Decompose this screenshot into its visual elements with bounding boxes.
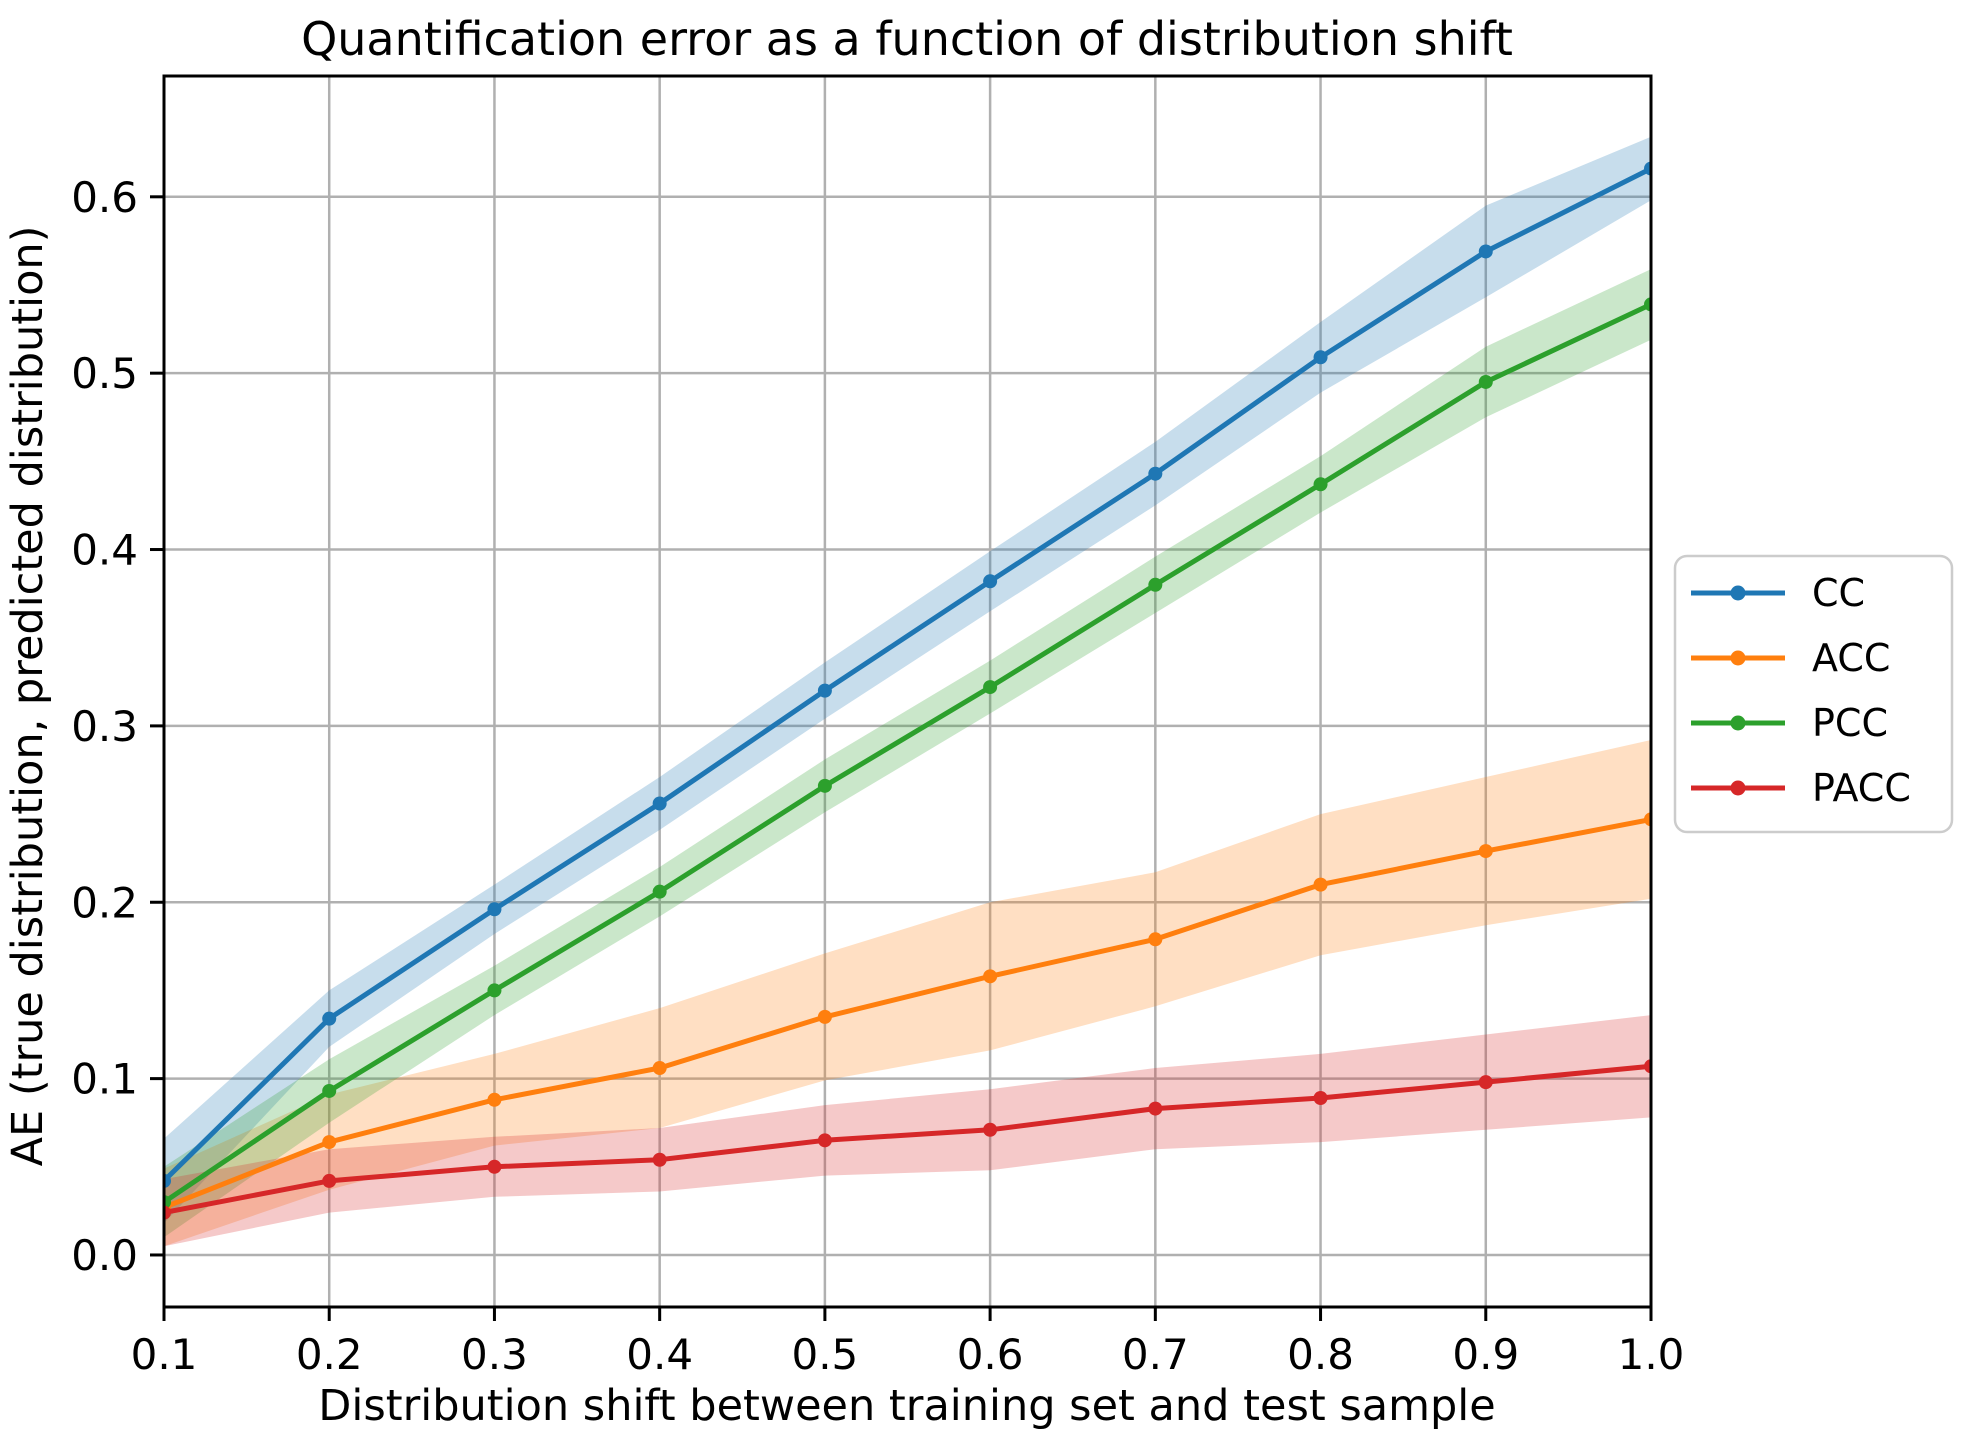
series-line-ACC [164, 816, 1651, 1210]
data-point-PACC [983, 1122, 998, 1137]
series-line-PACC [164, 1063, 1651, 1216]
data-point-PACC [1478, 1075, 1493, 1090]
x-tick-label: 0.5 [791, 1330, 858, 1379]
data-point-CC [817, 683, 832, 698]
data-point-ACC [1478, 844, 1493, 859]
legend-box [1673, 554, 1954, 834]
data-point-CC [983, 574, 998, 589]
data-point-ACC [1148, 932, 1163, 947]
series-line-CC [164, 166, 1651, 1184]
y-tick-label: 0.1 [71, 1055, 138, 1104]
x-tick-label: 0.9 [1452, 1330, 1519, 1379]
data-point-ACC [652, 1061, 667, 1076]
x-tick-label: 1.0 [1618, 1330, 1685, 1379]
legend-marker-CC [1730, 585, 1746, 601]
data-point-PACC [1644, 1059, 1651, 1074]
x-tick-label: 0.3 [461, 1330, 528, 1379]
data-point-PCC [487, 983, 502, 998]
legend-item-label: CC [1812, 571, 1865, 615]
data-point-CC [322, 1011, 337, 1026]
data-point-CC [487, 902, 502, 917]
data-point-PACC [817, 1133, 832, 1148]
data-point-PCC [1644, 297, 1651, 312]
legend-marker-PACC [1730, 780, 1746, 796]
legend-item-label: ACC [1812, 636, 1890, 680]
tick-layer: 0.1 0.2 0.3 0.4 0.5 0.6 0.7 0.8 0.9 1.0 0.0 0.1 0.2 0… [71, 173, 1684, 1379]
data-point-PCC [164, 1195, 171, 1210]
chart-title: Quantification error as a function of di… [301, 12, 1513, 66]
data-point-CC [1313, 350, 1328, 365]
legend-item-CC: CC [1691, 571, 1865, 615]
legend-item-PCC: PCC [1691, 701, 1888, 745]
legend-item-PACC: PACC [1691, 766, 1911, 810]
data-point-ACC [322, 1135, 337, 1150]
data-point-CC [1478, 244, 1493, 259]
legend-marker-PCC [1730, 715, 1746, 731]
legend-item-label: PACC [1812, 766, 1911, 810]
y-tick-label: 0.2 [71, 878, 138, 927]
data-point-CC [1644, 161, 1651, 176]
plot-border [162, 74, 1653, 1309]
x-tick-label: 0.4 [626, 1330, 693, 1379]
data-point-ACC [983, 969, 998, 984]
data-point-PCC [1313, 477, 1328, 492]
y-tick-label: 0.4 [71, 526, 138, 575]
data-point-PCC [322, 1083, 337, 1098]
data-point-PACC [652, 1152, 667, 1167]
data-point-PACC [322, 1173, 337, 1188]
legend-item-label: PCC [1812, 701, 1888, 745]
data-point-PACC [487, 1159, 502, 1174]
data-point-ACC [1644, 812, 1651, 827]
data-point-PACC [164, 1205, 171, 1220]
data-point-PCC [1148, 577, 1163, 592]
y-tick-label: 0.5 [71, 349, 138, 398]
data-point-ACC [817, 1009, 832, 1024]
data-point-PACC [1148, 1101, 1163, 1116]
x-tick-label: 0.6 [957, 1330, 1024, 1379]
legend-marker-ACC [1730, 650, 1746, 666]
data-point-PCC [983, 680, 998, 695]
data-point-ACC [1313, 877, 1328, 892]
series-band-PACC [164, 1015, 1651, 1247]
x-tick-label: 0.7 [1122, 1330, 1189, 1379]
data-point-ACC [487, 1092, 502, 1107]
data-point-PCC [817, 778, 832, 793]
y-tick-label: 0.6 [71, 173, 138, 222]
series-layer [164, 136, 1651, 1247]
y-tick-label: 0.0 [71, 1231, 138, 1280]
data-point-CC [652, 796, 667, 811]
y-tick-label: 0.3 [71, 702, 138, 751]
data-point-PACC [1313, 1091, 1328, 1106]
x-tick-label: 0.8 [1287, 1330, 1354, 1379]
series-band-CC [164, 136, 1651, 1224]
series-line-PCC [164, 301, 1651, 1205]
x-tick-label: 0.1 [131, 1330, 198, 1379]
data-point-CC [1148, 466, 1163, 481]
x-axis-label: Distribution shift between training set … [318, 1381, 1495, 1431]
series-band-ACC [164, 740, 1651, 1247]
legend: CC ACC PCC PACC [1673, 554, 1954, 834]
legend-item-ACC: ACC [1691, 636, 1890, 680]
x-tick-label: 0.2 [296, 1330, 363, 1379]
y-axis-label: AE (true distribution, predicted distrib… [3, 226, 53, 1167]
data-point-CC [164, 1173, 171, 1188]
data-point-PCC [652, 884, 667, 899]
data-point-PCC [1478, 374, 1493, 389]
